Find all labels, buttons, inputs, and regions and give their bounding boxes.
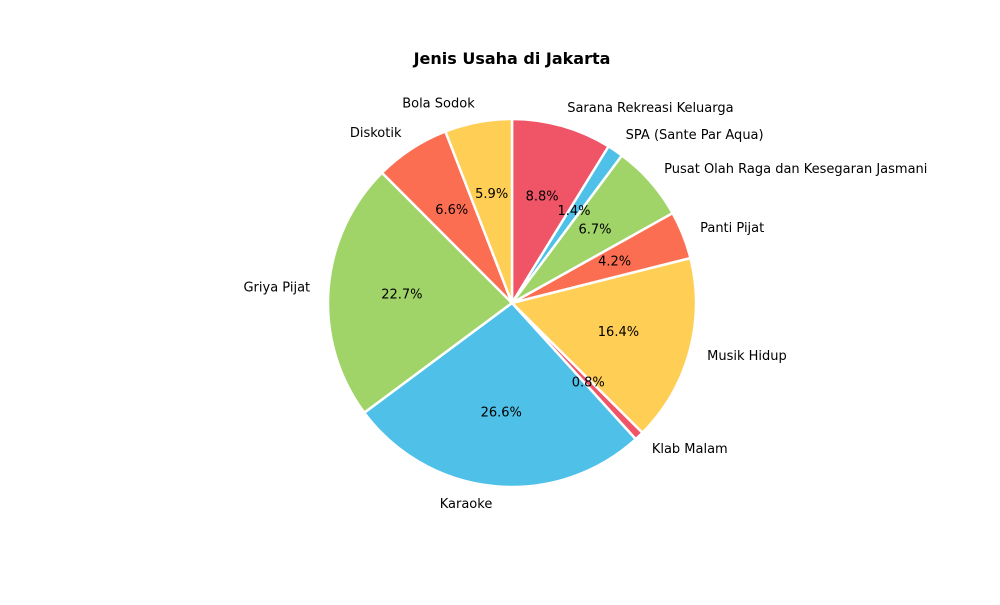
pie-slice-griya-pijat: [326, 171, 514, 414]
category-label-pusat-olah-raga-dan-kesegaran-jasmani: Pusat Olah Raga dan Kesegaran Jasmani: [664, 162, 927, 177]
percentage-label-spa-sante-par-aqua: 1.4%: [557, 204, 590, 219]
percentage-label-panti-pijat: 4.2%: [598, 255, 631, 270]
percentage-label-pusat-olah-raga-dan-kesegaran-jasmani: 6.7%: [578, 223, 611, 238]
category-labels: Sarana Rekreasi Keluarga SPA (Sante Par A…: [243, 97, 927, 512]
chart-title: Jenis Usaha di Jakarta: [413, 49, 611, 68]
percentage-label-klab-malam: 0.8%: [572, 375, 605, 390]
category-label-bola-sodok: Bola Sodok: [402, 97, 475, 112]
percentage-labels: 8.8%1.4% 6.7% 4.2% 16.4% 0.8% 26.6% 22.7% 6.6% 5…: [381, 187, 639, 420]
percentage-label-musik-hidup: 16.4%: [598, 325, 639, 340]
category-label-musik-hidup: Musik Hidup: [707, 349, 787, 364]
percentage-label-karaoke: 26.6%: [481, 405, 522, 420]
percentage-label-griya-pijat: 22.7%: [381, 287, 422, 302]
pie-slice-bola-sodok: [444, 117, 514, 305]
pie-slices: [326, 117, 698, 489]
category-label-panti-pijat: Panti Pijat: [700, 221, 764, 236]
category-label-spa-sante-par-aqua: SPA (Sante Par Aqua): [626, 128, 764, 143]
pie-slice-sarana-rekreasi-keluarga: [510, 117, 610, 305]
pie-slice-musik-hidup: [510, 256, 698, 435]
category-label-griya-pijat: Griya Pijat: [243, 281, 310, 296]
percentage-label-bola-sodok: 5.9%: [475, 187, 508, 202]
category-label-sarana-rekreasi-keluarga: Sarana Rekreasi Keluarga: [567, 101, 733, 116]
category-label-diskotik: Diskotik: [350, 126, 402, 141]
percentage-label-sarana-rekreasi-keluarga: 8.8%: [526, 189, 559, 204]
percentage-label-diskotik: 6.6%: [435, 203, 468, 218]
category-label-klab-malam: Klab Malam: [652, 442, 728, 457]
pie-slice-karaoke: [363, 301, 637, 489]
category-label-karaoke: Karaoke: [440, 497, 493, 512]
